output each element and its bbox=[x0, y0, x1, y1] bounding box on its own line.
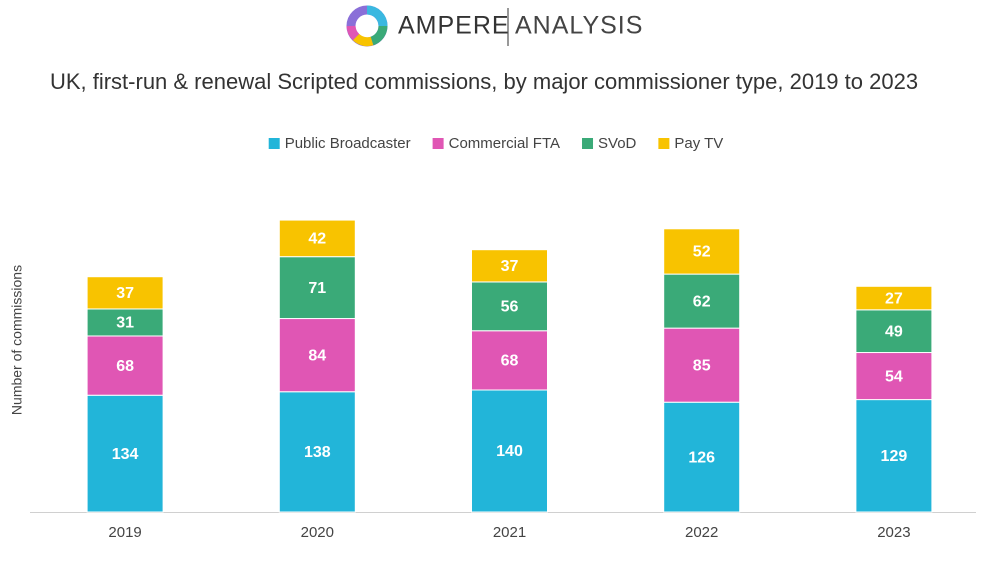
x-tick-label: 2022 bbox=[685, 524, 718, 541]
bar-segment bbox=[86, 308, 164, 337]
data-label: 49 bbox=[885, 323, 903, 340]
legend-swatch bbox=[582, 138, 594, 149]
bar-segment bbox=[471, 389, 548, 513]
legend-label: SVoD bbox=[598, 135, 637, 152]
bar-segment bbox=[278, 256, 356, 320]
bar-segment bbox=[855, 352, 933, 401]
data-label: 52 bbox=[693, 244, 711, 261]
legend-swatch bbox=[658, 138, 670, 149]
data-label: 129 bbox=[881, 448, 908, 465]
legend-label: Commercial FTA bbox=[449, 135, 560, 152]
data-label: 42 bbox=[308, 231, 326, 248]
data-label: 37 bbox=[501, 258, 519, 275]
data-label: 68 bbox=[116, 358, 134, 375]
data-label: 68 bbox=[501, 353, 519, 370]
x-tick-label: 2019 bbox=[108, 524, 141, 541]
bar-segment bbox=[663, 327, 741, 403]
data-label: 31 bbox=[116, 315, 134, 332]
data-label: 84 bbox=[308, 347, 326, 364]
bar-segment bbox=[471, 249, 548, 283]
bar-segment bbox=[855, 399, 933, 513]
bar-segment bbox=[86, 335, 164, 396]
x-tick-label: 2021 bbox=[493, 524, 526, 541]
data-label: 54 bbox=[885, 368, 903, 385]
bar-segment bbox=[471, 330, 548, 391]
bar-segment bbox=[86, 394, 164, 513]
bar-segment bbox=[86, 276, 164, 310]
legend-label: Public Broadcaster bbox=[285, 135, 411, 152]
bar-segment bbox=[663, 401, 741, 513]
data-label: 56 bbox=[501, 299, 519, 316]
x-tick-label: 2023 bbox=[877, 524, 910, 541]
data-label: 85 bbox=[693, 357, 711, 374]
data-label: 126 bbox=[688, 449, 715, 466]
legend-swatch bbox=[268, 138, 280, 149]
data-label: 140 bbox=[496, 443, 523, 460]
data-label: 134 bbox=[112, 446, 139, 463]
logo-icon bbox=[346, 5, 388, 47]
legend-swatch bbox=[432, 138, 444, 149]
legend-label: Pay TV bbox=[674, 135, 723, 152]
data-label: 62 bbox=[693, 293, 711, 310]
chart-title: UK, first-run & renewal Scripted commiss… bbox=[50, 69, 918, 94]
bar-segment bbox=[663, 273, 741, 329]
y-axis-label: Number of commissions bbox=[9, 265, 25, 415]
brand-name: AMPERE bbox=[398, 12, 510, 40]
bar-segment bbox=[663, 228, 741, 275]
bar-segment bbox=[855, 309, 933, 354]
data-label: 27 bbox=[885, 290, 903, 307]
brand-tagline: ANALYSIS bbox=[515, 12, 643, 40]
bar-segment bbox=[278, 219, 356, 258]
bar-segment bbox=[855, 285, 933, 311]
data-label: 138 bbox=[304, 444, 331, 461]
x-tick-label: 2020 bbox=[301, 524, 334, 541]
data-label: 71 bbox=[308, 280, 326, 297]
data-label: 37 bbox=[116, 285, 134, 302]
